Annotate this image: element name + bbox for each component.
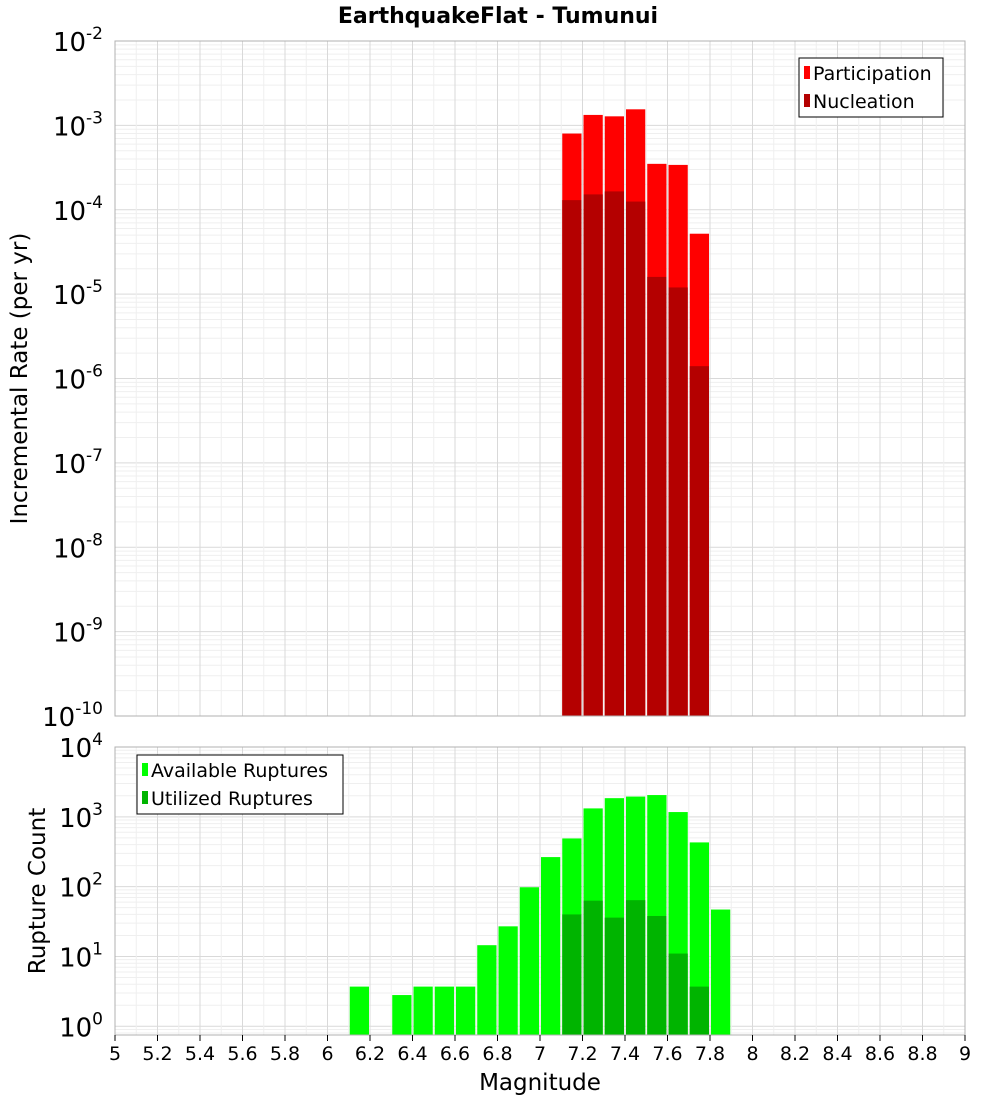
- y-axis-label: Incremental Rate (per yr): [7, 233, 33, 525]
- legend-label: Participation: [813, 63, 932, 85]
- y-tick-label: 10-4: [53, 193, 103, 227]
- x-tick-label: 8.2: [780, 1043, 810, 1065]
- y-tick-label: 100: [59, 1009, 103, 1043]
- nucleation-bar: [562, 200, 582, 716]
- legend-swatch: [804, 94, 810, 107]
- y-tick-label: 10-5: [53, 277, 103, 311]
- utilized-bar: [626, 900, 646, 1035]
- legend: Participation Nucleation: [798, 57, 944, 118]
- x-tick-label: 6: [321, 1043, 333, 1065]
- x-axis-label: Magnitude: [479, 1070, 601, 1096]
- legend-box: [798, 57, 944, 118]
- legend-box: [136, 754, 344, 815]
- y-tick-label: 10-6: [53, 362, 103, 396]
- x-tick-label: 6.4: [397, 1043, 427, 1065]
- x-tick-label: 6.2: [355, 1043, 385, 1065]
- panel-1: 10-10 10-9 10-8 10-7 10-6 10-5 10-4 10-3 10-2 Inc…: [7, 24, 966, 733]
- available-bar: [477, 945, 497, 1035]
- legend-label: Utilized Ruptures: [151, 788, 313, 810]
- legend-label: Nucleation: [813, 91, 915, 113]
- nucleation-bar: [647, 276, 667, 716]
- x-tick-label: 5.2: [142, 1043, 172, 1065]
- x-tick-label: 7: [534, 1043, 546, 1065]
- utilized-bar: [668, 953, 688, 1035]
- x-tick-label: 6.6: [440, 1043, 470, 1065]
- y-tick-label: 10-3: [53, 108, 103, 142]
- panel-2: 100 101 102 103 104 Rupture Count Available Ru…: [25, 730, 971, 1096]
- x-tick-label: 9: [959, 1043, 971, 1065]
- x-tick-label: 7.2: [567, 1043, 597, 1065]
- x-tick-label: 8.8: [907, 1043, 937, 1065]
- y-tick-label: 10-7: [53, 446, 103, 480]
- x-tick-label: 7.8: [695, 1043, 725, 1065]
- utilized-bar: [604, 917, 624, 1035]
- x-tick-label: 8.6: [865, 1043, 895, 1065]
- utilized-bar: [689, 986, 709, 1035]
- utilized-bar: [562, 914, 582, 1035]
- y-tick-label: 10-2: [53, 24, 103, 58]
- y-axis-label: Rupture Count: [25, 808, 51, 974]
- plot-border: [114, 40, 966, 717]
- available-bar: [349, 986, 369, 1035]
- utilized-bar: [583, 900, 603, 1035]
- available-bar: [541, 857, 561, 1035]
- x-tick-label: 5.8: [270, 1043, 300, 1065]
- x-tick-label: 6.8: [482, 1043, 512, 1065]
- x-tick-label: 7.6: [652, 1043, 682, 1065]
- x-tick-label: 5.4: [185, 1043, 215, 1065]
- available-bar: [434, 986, 454, 1035]
- nucleation-bar: [689, 366, 709, 716]
- legend-swatch: [142, 791, 148, 804]
- y-tick-label: 10-10: [42, 699, 103, 733]
- legend-swatch: [142, 763, 148, 776]
- available-bar: [711, 909, 731, 1035]
- nucleation-bar: [604, 191, 624, 717]
- available-bar: [456, 986, 476, 1035]
- nucleation-bar: [583, 194, 603, 716]
- utilized-bar: [647, 915, 667, 1035]
- x-tick-label: 8: [746, 1043, 758, 1065]
- y-tick-label: 101: [59, 939, 103, 973]
- legend-swatch: [804, 66, 810, 79]
- x-tick-label: 5.6: [227, 1043, 257, 1065]
- legend-label: Available Ruptures: [151, 760, 328, 782]
- available-bar: [413, 986, 433, 1035]
- nucleation-bar: [626, 201, 646, 716]
- available-bar: [498, 926, 518, 1035]
- y-tick-label: 103: [59, 800, 103, 834]
- available-bar: [519, 887, 539, 1035]
- x-tick-label: 8.4: [822, 1043, 852, 1065]
- legend: Available Ruptures Utilized Ruptures: [136, 754, 344, 815]
- x-tick-label: 5: [109, 1043, 121, 1065]
- available-bar: [392, 995, 412, 1035]
- y-tick-label: 102: [59, 870, 103, 904]
- y-tick-label: 10-9: [53, 615, 103, 649]
- y-tick-label: 10-8: [53, 530, 103, 564]
- chart-title: EarthquakeFlat - Tumunui: [338, 4, 658, 29]
- nucleation-bar: [668, 287, 688, 716]
- y-tick-label: 104: [59, 730, 103, 764]
- x-tick-label: 7.4: [610, 1043, 640, 1065]
